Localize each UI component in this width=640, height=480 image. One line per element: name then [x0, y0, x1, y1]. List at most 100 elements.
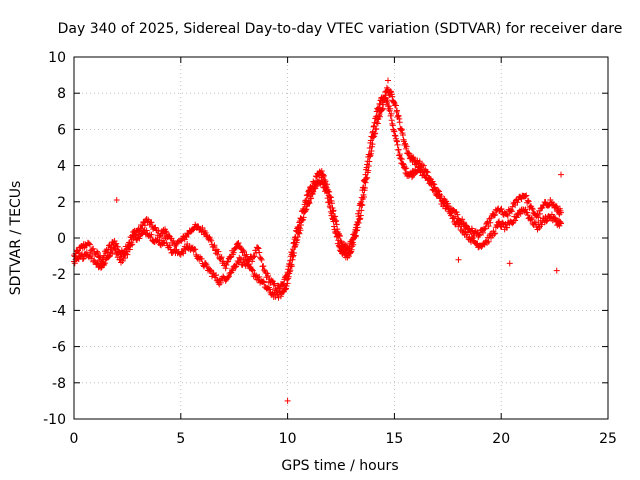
- data-point-trace-b: [372, 130, 379, 137]
- data-point-trace-a: [558, 209, 565, 216]
- data-point-trace-b: [327, 204, 334, 211]
- data-point-trace-b: [311, 184, 318, 191]
- data-point-trace-b: [308, 195, 315, 202]
- data-point-trace-b: [450, 214, 457, 221]
- data-point-trace-a: [394, 138, 401, 145]
- data-point-trace-b: [444, 200, 451, 207]
- data-point-trace-a: [508, 206, 515, 213]
- data-point-trace-b: [126, 246, 133, 253]
- data-point-trace-b: [335, 237, 342, 244]
- data-point-trace-a: [233, 244, 240, 251]
- data-point-trace-b: [357, 215, 364, 222]
- data-point-trace-a: [480, 229, 487, 236]
- data-point-trace-a: [199, 224, 206, 231]
- data-point-trace-a: [235, 239, 242, 246]
- data-point-trace-a: [327, 194, 334, 201]
- data-point-trace-a: [389, 122, 396, 129]
- data-point-trace-a: [508, 208, 515, 215]
- data-point-trace-b: [310, 188, 317, 195]
- data-point-trace-b: [435, 187, 442, 194]
- data-point-trace-b: [136, 235, 143, 242]
- data-point-trace-b: [387, 88, 394, 95]
- data-point-trace-b: [362, 179, 369, 186]
- data-point-trace-b: [464, 229, 471, 236]
- data-point-trace-b: [289, 256, 296, 263]
- data-point-trace-a: [367, 137, 374, 144]
- data-point-trace-a: [214, 251, 221, 258]
- data-point-trace-b: [552, 215, 559, 222]
- data-point-trace-b: [354, 227, 361, 234]
- data-point-trace-a: [271, 280, 278, 287]
- data-point-trace-a: [94, 249, 101, 256]
- data-point-trace-b: [504, 224, 511, 231]
- data-point-trace-b: [431, 181, 438, 188]
- y-tick-label: 8: [57, 86, 66, 102]
- data-point-trace-b: [333, 233, 340, 240]
- data-point-trace-b: [341, 248, 348, 255]
- y-tick-label: 4: [57, 159, 66, 175]
- data-point-trace-b: [286, 268, 293, 275]
- data-points: [71, 77, 565, 404]
- data-point-trace-a: [256, 249, 263, 256]
- data-point-trace-b: [362, 185, 369, 192]
- data-point-trace-a: [387, 105, 394, 112]
- data-point-trace-b: [249, 266, 256, 273]
- data-point-trace-a: [395, 146, 402, 153]
- data-point-trace-a: [390, 127, 397, 134]
- data-point-trace-a: [525, 198, 532, 205]
- data-point-trace-b: [305, 199, 312, 206]
- data-point-trace-b: [213, 272, 220, 279]
- data-point-trace-a: [270, 281, 277, 288]
- data-point-trace-b: [296, 230, 303, 237]
- data-point-trace-a: [518, 195, 525, 202]
- data-point-trace-b: [162, 234, 169, 241]
- data-point-trace-b: [368, 148, 375, 155]
- data-point-trace-a: [265, 272, 272, 279]
- data-point-trace-b: [217, 279, 224, 286]
- data-point-trace-b: [163, 239, 170, 246]
- data-point-trace-b: [395, 112, 402, 119]
- data-point-trace-b: [449, 215, 456, 222]
- data-point-trace-a: [388, 110, 395, 117]
- data-point-trace-b: [368, 143, 375, 150]
- data-point-trace-b: [331, 223, 338, 230]
- data-point-trace-b: [266, 286, 273, 293]
- data-point-trace-b: [435, 188, 442, 195]
- data-point-trace-a: [535, 214, 542, 221]
- data-point-trace-b: [430, 180, 437, 187]
- data-point-trace-b: [320, 179, 327, 186]
- x-tick-label: 0: [70, 431, 79, 447]
- data-point-trace-a: [170, 237, 177, 244]
- data-point-trace-b: [491, 230, 498, 237]
- data-point-trace-b: [458, 223, 465, 230]
- data-point-trace-a: [346, 245, 353, 252]
- data-point-trace-a: [504, 211, 511, 218]
- data-point-trace-b: [225, 273, 232, 280]
- tick-labels: 0 5 10 15 20 25 -10 -8 -6 -4 -2 0 2 4 6 8 10: [43, 50, 617, 447]
- data-point-trace-b: [115, 250, 122, 257]
- data-point-trace-b: [297, 221, 304, 228]
- data-point-trace-a: [93, 248, 100, 255]
- y-tick-label: -10: [43, 412, 66, 428]
- x-tick-label: 25: [599, 431, 617, 447]
- data-point-trace-b: [233, 263, 240, 270]
- data-point-trace-b: [528, 214, 535, 221]
- data-point-trace-b: [198, 255, 205, 262]
- data-point-trace-b: [543, 218, 550, 225]
- data-point-trace-b: [261, 279, 268, 286]
- data-point-trace-b: [394, 107, 401, 114]
- data-point-trace-b: [366, 153, 373, 160]
- data-point-outlier: [553, 267, 560, 274]
- data-point-trace-b: [364, 174, 371, 181]
- data-point-trace-b: [410, 154, 417, 161]
- x-tick-label: 20: [492, 431, 510, 447]
- data-point-trace-b: [245, 260, 252, 267]
- data-point-trace-a: [384, 97, 391, 104]
- data-point-outlier: [384, 77, 391, 84]
- data-point-trace-b: [369, 141, 376, 148]
- data-point-trace-a: [104, 248, 111, 255]
- data-point-trace-a: [504, 212, 511, 219]
- y-tick-label: 10: [48, 50, 66, 66]
